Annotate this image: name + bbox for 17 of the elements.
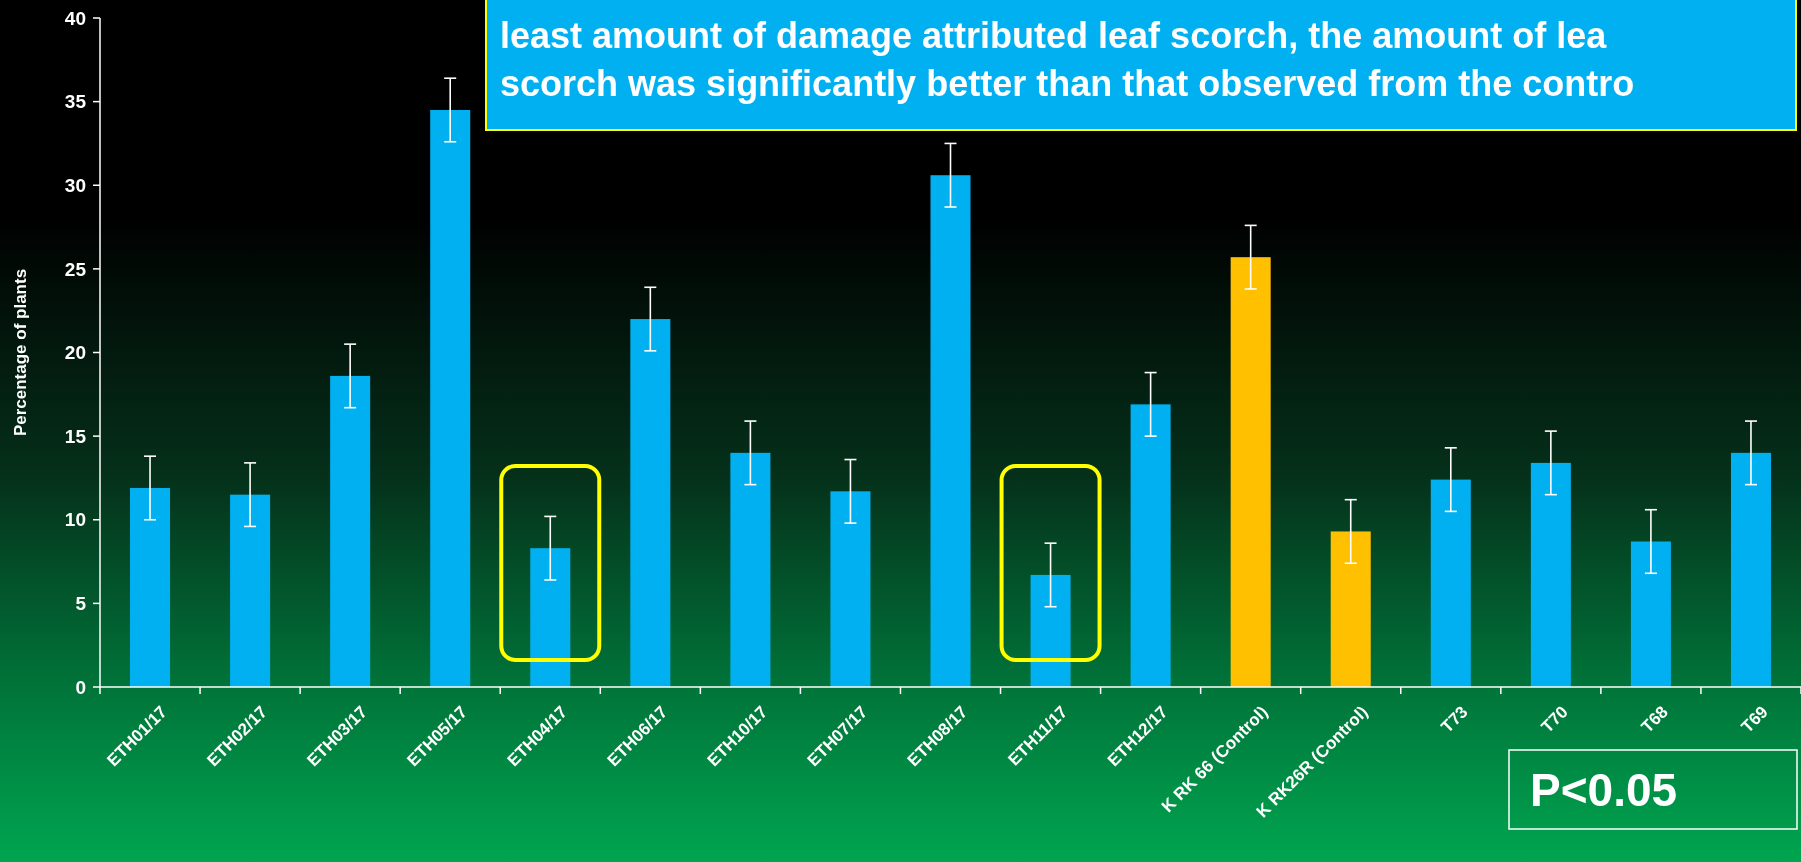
- y-tick-label: 10: [64, 509, 86, 531]
- y-tick-label: 30: [64, 174, 86, 196]
- y-tick-label: 40: [64, 7, 86, 29]
- x-tick-label: T70: [1537, 702, 1572, 737]
- y-tick-label: 15: [64, 425, 87, 447]
- annotation: least amount of damage attributed leaf scorch, the amount of lea: [500, 15, 1608, 56]
- y-axis-title: Percentage of plants: [11, 268, 30, 437]
- text: P<0.05: [1530, 764, 1678, 816]
- annotation: scorch was significantly better than that observed from the contro: [500, 63, 1635, 104]
- x-tick-label: T69: [1737, 702, 1772, 737]
- y-tick-label: 5: [75, 593, 87, 615]
- x-tick-label: T68: [1637, 702, 1672, 737]
- y-tick-label: 35: [64, 91, 87, 113]
- y-tick-label: 0: [75, 676, 86, 698]
- y-tick-label: 20: [64, 342, 86, 364]
- y-tick-label: 25: [64, 258, 87, 280]
- x-tick-label: T73: [1437, 702, 1472, 737]
